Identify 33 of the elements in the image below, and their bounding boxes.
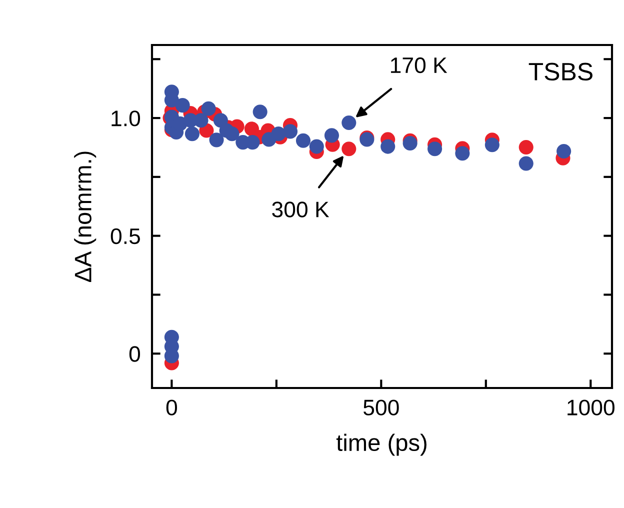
x-tick-label: 500 xyxy=(364,400,399,416)
point xyxy=(342,142,356,156)
point xyxy=(252,104,268,120)
y-tick-label: 0 xyxy=(129,346,140,362)
y-tick-label: 0.5 xyxy=(110,228,140,244)
point xyxy=(380,139,396,154)
point xyxy=(455,146,470,161)
point xyxy=(175,98,190,113)
point xyxy=(428,142,442,156)
point xyxy=(324,128,340,143)
y-axis-title: ΔA (nomrm.) xyxy=(74,152,96,282)
annotation: 170 K xyxy=(391,57,448,74)
point xyxy=(271,126,286,142)
point xyxy=(518,140,534,155)
point xyxy=(342,115,356,130)
x-tick-label: 1000 xyxy=(568,400,614,416)
point xyxy=(518,156,534,171)
point xyxy=(484,138,500,152)
point xyxy=(194,113,208,128)
point xyxy=(209,132,224,148)
point xyxy=(296,133,311,148)
x-tick-label: 0 xyxy=(166,400,177,416)
point xyxy=(224,126,240,142)
annotation: 300 K xyxy=(272,202,330,218)
point xyxy=(556,144,572,159)
point xyxy=(184,126,200,142)
x-axis-title: time (ps) xyxy=(336,434,426,456)
point xyxy=(402,136,418,151)
point xyxy=(309,139,324,154)
annotation: TSBS xyxy=(528,62,592,81)
point xyxy=(282,124,298,139)
y-tick-label: 1.0 xyxy=(112,110,140,126)
point xyxy=(201,101,216,116)
